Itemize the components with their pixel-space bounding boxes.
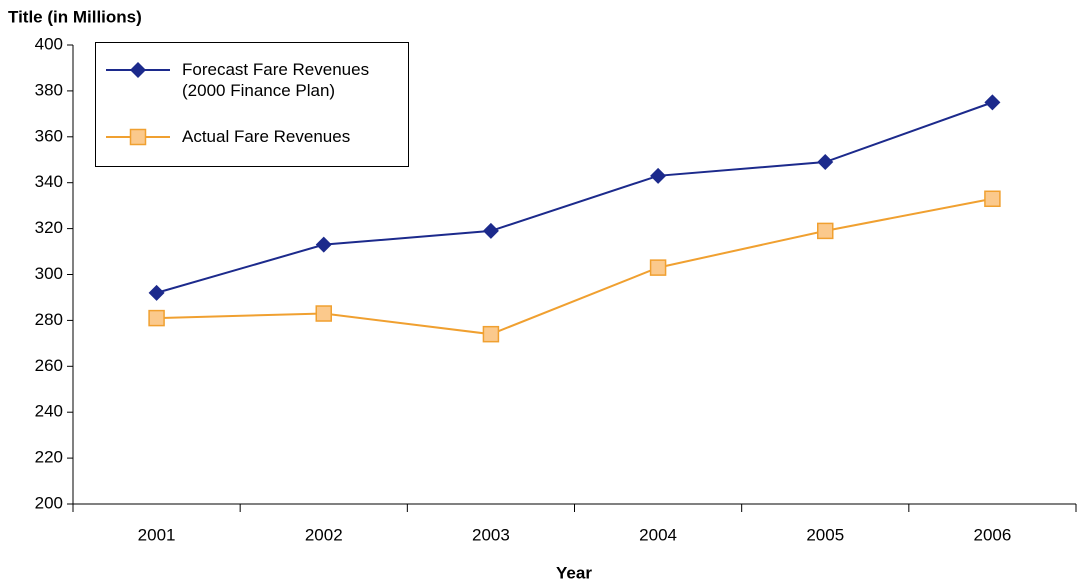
legend-label: Actual Fare Revenues — [182, 127, 351, 146]
marker — [984, 190, 1001, 208]
y-tick-label: 360 — [35, 126, 63, 145]
x-tick-label: 2003 — [472, 525, 510, 544]
marker — [817, 222, 834, 240]
x-tick-label: 2001 — [138, 525, 176, 544]
x-tick-label: 2004 — [639, 525, 677, 544]
marker — [315, 305, 332, 322]
x-tick-label: 2006 — [974, 525, 1012, 544]
legend-swatch — [106, 62, 170, 78]
series-line — [156, 101, 993, 294]
x-axis-label: Year — [556, 563, 592, 582]
y-tick-label: 240 — [35, 402, 63, 421]
marker — [482, 325, 500, 343]
marker — [148, 309, 165, 327]
chart-title: Title (in Millions) — [8, 7, 142, 26]
y-tick-label: 280 — [35, 310, 63, 329]
y-tick-label: 260 — [35, 356, 63, 375]
y-tick-label: 200 — [35, 493, 63, 512]
marker — [315, 236, 332, 253]
marker — [984, 94, 1001, 111]
y-tick-label: 380 — [35, 80, 63, 99]
legend-swatch — [106, 128, 170, 146]
y-tick-label: 400 — [35, 34, 63, 53]
x-tick-label: 2005 — [806, 525, 844, 544]
marker — [650, 167, 667, 184]
y-tick-label: 320 — [35, 218, 63, 237]
legend-label: Forecast Fare Revenues (2000 Finance Pla… — [182, 60, 370, 100]
y-tick-label: 220 — [35, 448, 63, 467]
marker — [649, 259, 667, 276]
marker — [148, 284, 165, 301]
marker — [130, 62, 146, 78]
legend: Forecast Fare Revenues (2000 Finance Pla… — [95, 42, 409, 167]
marker — [129, 128, 147, 146]
y-tick-label: 340 — [35, 172, 63, 191]
marker — [817, 154, 834, 171]
marker — [482, 222, 499, 239]
series-line — [156, 197, 993, 336]
x-tick-label: 2002 — [305, 525, 343, 544]
y-tick-label: 300 — [35, 264, 63, 283]
